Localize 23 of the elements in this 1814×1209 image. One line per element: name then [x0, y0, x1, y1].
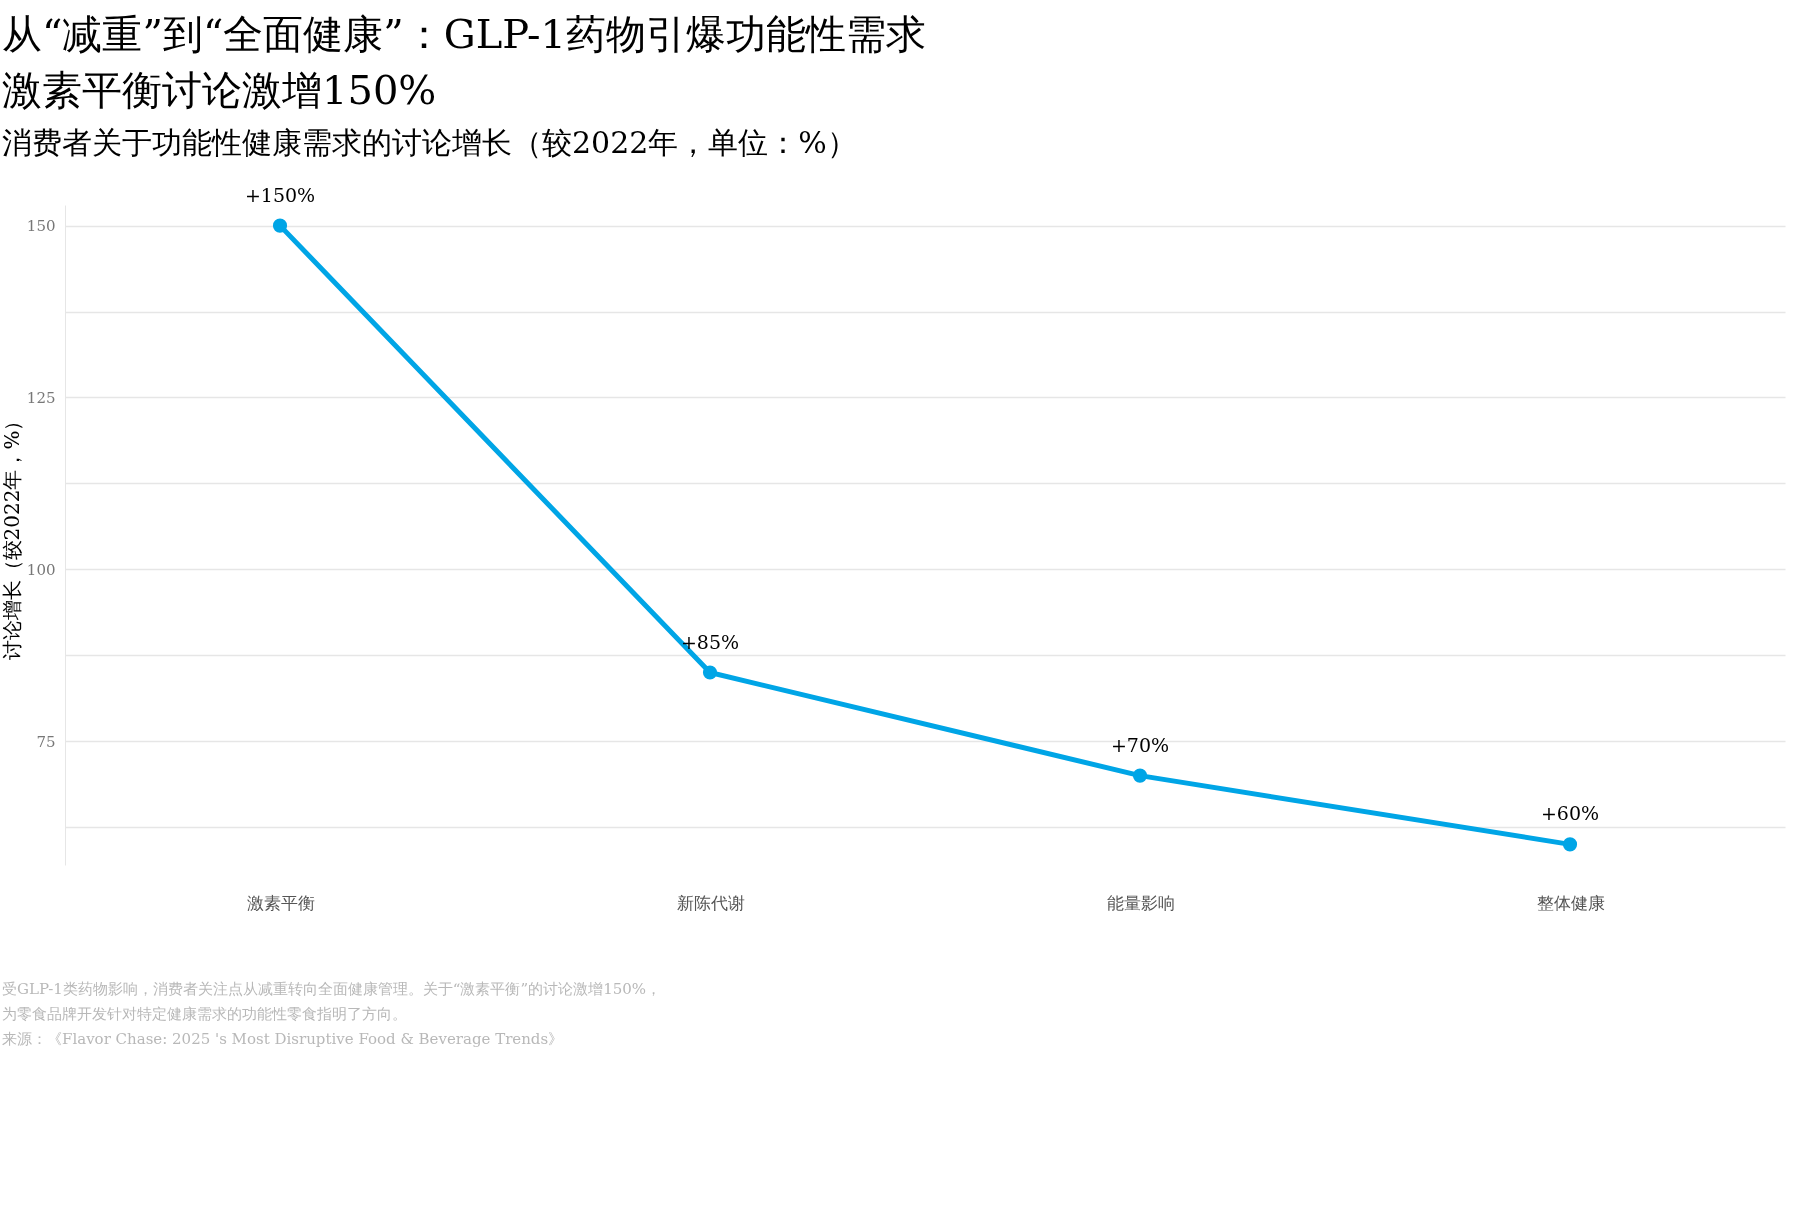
point — [272, 218, 288, 233]
x-tick-label: 激素平衡 — [246, 892, 315, 913]
x-tick-label: 整体健康 — [1536, 892, 1605, 913]
y-tick-label: 150 — [26, 217, 56, 236]
y-tick-label: 100 — [26, 560, 56, 579]
y-tick-label: 125 — [26, 389, 56, 407]
x-tick-label: 能量影响 — [1106, 892, 1175, 913]
point — [1562, 837, 1578, 852]
chart-subtitle: 激素平衡讨论激增150% — [2, 66, 438, 115]
data-label: +85% — [680, 630, 740, 653]
text: 消费者关于功能性健康需求的讨论增长（较2022年，单位：%） — [2, 124, 858, 162]
data-label: +60% — [1540, 802, 1600, 825]
source-note: 来源：《Flavor Chase: 2025 's Most Disruptive Food & Beverage Trends》 — [2, 1029, 565, 1050]
text: 受GLP-1类药物影响，消费者关注点从减重转向全面健康管理。关于“激素平衡”的讨论激增150%， — [2, 979, 663, 1000]
chart-title: 从“减重”到“全面健康”：GLP-1药物引爆功能性需求 — [2, 10, 927, 59]
y-axis-title: 讨论增长（较2022年，%） — [0, 410, 24, 661]
x-tick-label: 新陈代谢 — [676, 892, 745, 913]
data-label: +70% — [1110, 733, 1170, 756]
data-label: +150% — [244, 183, 316, 206]
y-tick-label: 75 — [36, 732, 56, 751]
point — [702, 665, 718, 680]
point — [1132, 768, 1148, 783]
text: 为零食品牌开发针对特定健康需求的功能性零食指明了方向。 — [2, 1004, 408, 1025]
